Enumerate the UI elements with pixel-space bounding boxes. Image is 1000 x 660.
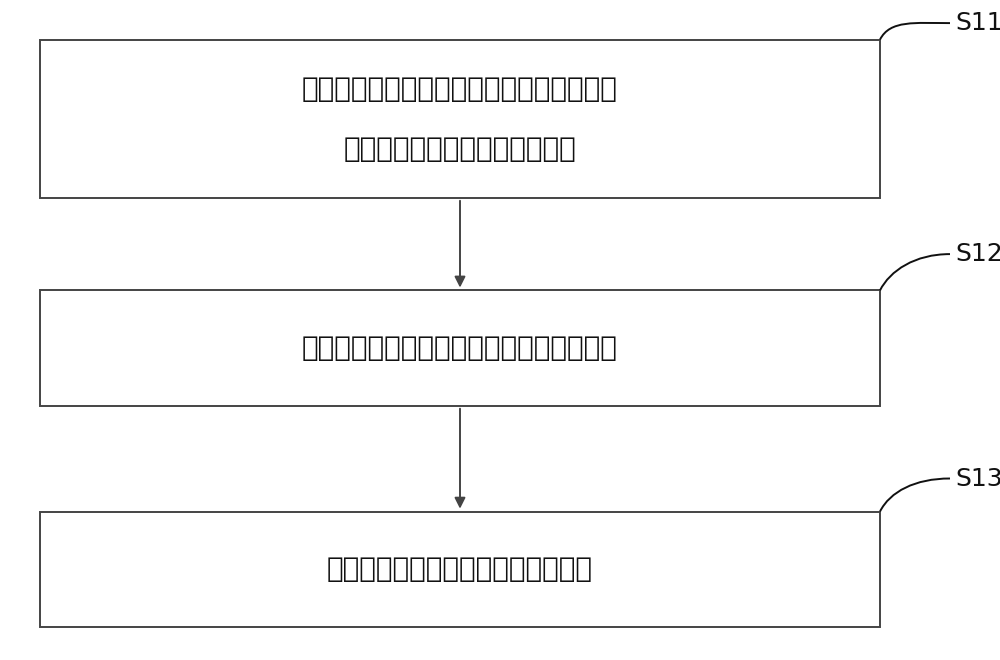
Bar <box>40 512 880 627</box>
Text: S110: S110 <box>955 11 1000 35</box>
Text: 获取脉冲数量，并将脉冲数量记为计步数量: 获取脉冲数量，并将脉冲数量记为计步数量 <box>302 334 618 362</box>
Text: S120: S120 <box>955 242 1000 266</box>
Bar <box>40 40 880 198</box>
Text: 智能鞋的处理器通过脉冲计数器记录弹片微: 智能鞋的处理器通过脉冲计数器记录弹片微 <box>302 75 618 103</box>
Text: S130: S130 <box>955 467 1000 490</box>
Text: 将记录的计步数量上传给对应的终端: 将记录的计步数量上传给对应的终端 <box>327 555 593 583</box>
Bar <box>40 290 880 406</box>
Text: 动开关产生脉冲信号的脉冲数量: 动开关产生脉冲信号的脉冲数量 <box>344 135 576 162</box>
